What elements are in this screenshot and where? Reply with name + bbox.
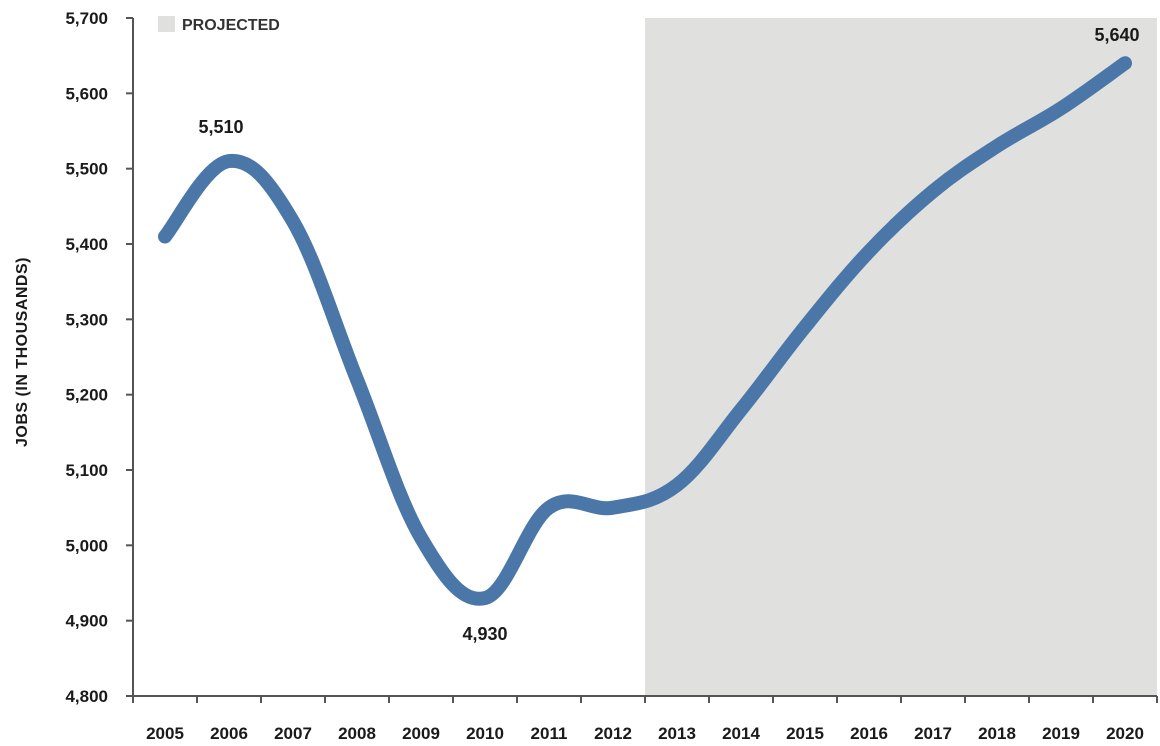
data-label: 4,930 <box>462 624 507 644</box>
y-tick-label: 5,100 <box>65 461 108 480</box>
y-axis-title: JOBS (IN THOUSANDS) <box>14 257 31 447</box>
x-tick-label: 2016 <box>850 724 888 743</box>
x-tick-label: 2012 <box>594 724 632 743</box>
y-tick-label: 4,800 <box>65 687 108 706</box>
y-tick-label: 4,900 <box>65 612 108 631</box>
x-tick-label: 2019 <box>1042 724 1080 743</box>
x-tick-label: 2006 <box>210 724 248 743</box>
projected-legend-swatch <box>158 16 175 32</box>
x-tick-label: 2018 <box>978 724 1016 743</box>
x-tick-label: 2007 <box>274 724 312 743</box>
y-tick-label: 5,000 <box>65 536 108 555</box>
x-tick-label: 2008 <box>338 724 376 743</box>
projected-legend-label: PROJECTED <box>182 17 280 34</box>
y-tick-label: 5,200 <box>65 386 108 405</box>
x-tick-label: 2015 <box>786 724 824 743</box>
x-tick-label: 2020 <box>1106 724 1144 743</box>
x-tick-label: 2017 <box>914 724 952 743</box>
x-tick-label: 2014 <box>722 724 760 743</box>
x-tick-label: 2005 <box>146 724 184 743</box>
y-tick-label: 5,400 <box>65 235 108 254</box>
y-tick-label: 5,500 <box>65 160 108 179</box>
projected-region <box>645 18 1157 696</box>
x-tick-label: 2013 <box>658 724 696 743</box>
x-tick-label: 2009 <box>402 724 440 743</box>
y-tick-label: 5,600 <box>65 84 108 103</box>
x-tick-label: 2011 <box>531 724 568 743</box>
data-label: 5,640 <box>1094 25 1139 45</box>
x-tick-label: 2010 <box>466 724 504 743</box>
data-label: 5,510 <box>198 117 243 137</box>
y-tick-label: 5,700 <box>65 9 108 28</box>
y-tick-label: 5,300 <box>65 310 108 329</box>
